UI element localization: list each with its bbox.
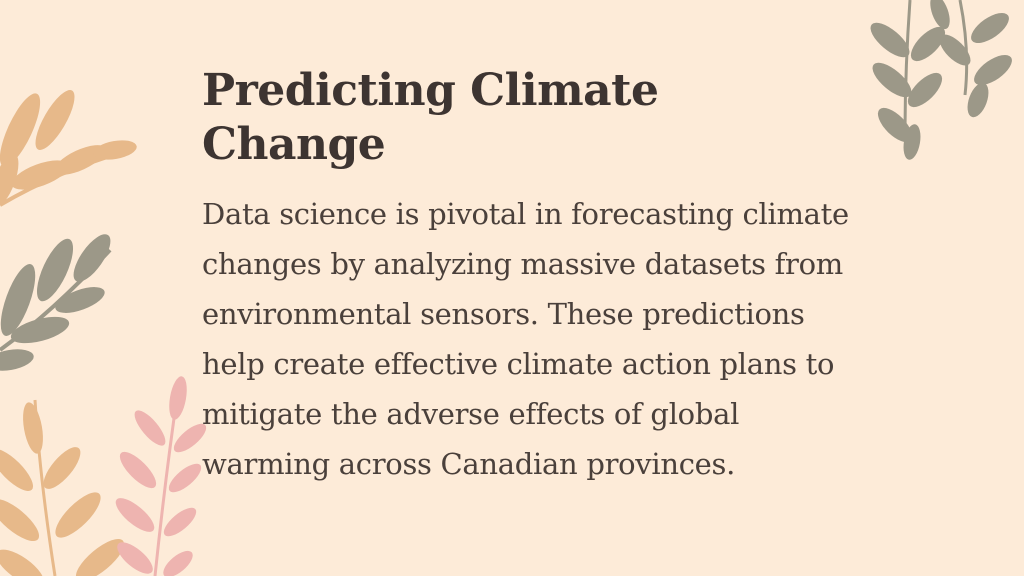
leaf-branch-pink-bottom-left: [115, 376, 207, 576]
leaf-branch-olive-top-right: [870, 0, 1012, 160]
leaf-branch-tan-bottom-left: [0, 399, 125, 576]
leaf-branch-olive-mid-left: [0, 234, 112, 371]
slide-body-text: Data science is pivotal in forecasting c…: [202, 197, 849, 481]
leaf-branch-tan-top-left: [0, 90, 137, 207]
slide-title: Predicting Climate Change: [202, 65, 659, 170]
